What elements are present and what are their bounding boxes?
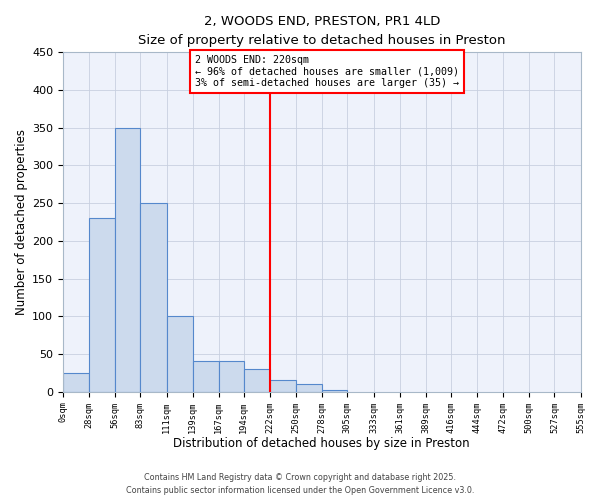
Bar xyxy=(296,384,322,392)
Title: 2, WOODS END, PRESTON, PR1 4LD
Size of property relative to detached houses in P: 2, WOODS END, PRESTON, PR1 4LD Size of p… xyxy=(138,15,506,47)
Y-axis label: Number of detached properties: Number of detached properties xyxy=(15,129,28,315)
Bar xyxy=(89,218,115,392)
Bar xyxy=(219,362,244,392)
Bar xyxy=(270,380,296,392)
Bar xyxy=(63,373,89,392)
X-axis label: Distribution of detached houses by size in Preston: Distribution of detached houses by size … xyxy=(173,437,470,450)
Bar xyxy=(193,362,219,392)
Text: 2 WOODS END: 220sqm
← 96% of detached houses are smaller (1,009)
3% of semi-deta: 2 WOODS END: 220sqm ← 96% of detached ho… xyxy=(196,54,460,88)
Text: Contains HM Land Registry data © Crown copyright and database right 2025.
Contai: Contains HM Land Registry data © Crown c… xyxy=(126,474,474,495)
Bar xyxy=(140,203,167,392)
Bar xyxy=(322,390,347,392)
Bar xyxy=(244,369,270,392)
Bar xyxy=(115,128,140,392)
Bar xyxy=(167,316,193,392)
